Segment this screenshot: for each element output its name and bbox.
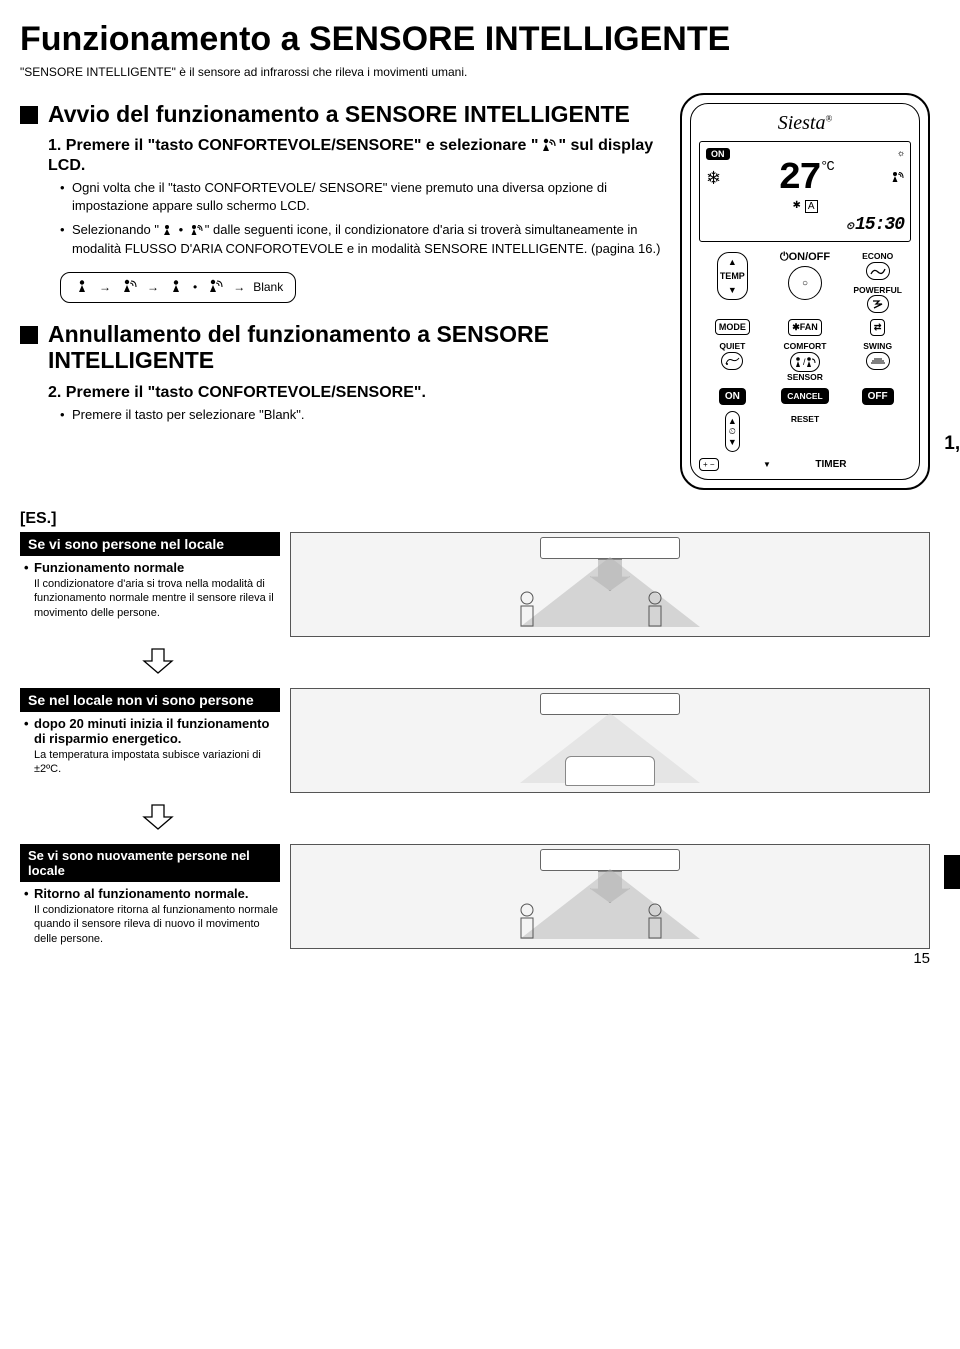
scenario1-desc: Il condizionatore d'aria si trova nella … xyxy=(34,577,280,620)
light-icon: ☼ xyxy=(898,149,904,160)
triangle-down-icon: ▼ xyxy=(728,437,737,447)
svg-text:/: / xyxy=(803,357,806,367)
swing-button[interactable] xyxy=(866,352,890,370)
remote-button-grid: ECONO ▲ TEMP ▼ ⏻ON/OFF ○ xyxy=(699,252,911,452)
onoff-label: ⏻ON/OFF xyxy=(780,252,830,263)
scenario-1: Se vi sono persone nel locale Funzioname… xyxy=(20,532,930,637)
fan-button[interactable]: ✱FAN xyxy=(788,319,822,336)
scenario3-image xyxy=(290,844,930,949)
fan-icon: ✱ xyxy=(792,200,800,213)
page-number: 15 xyxy=(913,950,930,967)
cycle-blank-label: Blank xyxy=(253,280,283,294)
scenario1-bar: Se vi sono persone nel locale xyxy=(20,532,280,556)
dot-sep: • xyxy=(193,280,197,294)
scenario2-desc: La temperatura impostata subisce variazi… xyxy=(34,748,280,777)
section-cancel-heading-text: Annullamento del funzionamento a SENSORE… xyxy=(48,321,670,374)
swing-label: SWING xyxy=(863,342,892,351)
arrow-icon: → xyxy=(233,280,245,294)
comfort-icon xyxy=(161,223,173,241)
section-start-heading-text: Avvio del funzionamento a SENSORE INTELL… xyxy=(48,101,630,127)
remote-brand: Siesta® xyxy=(699,112,911,135)
off-timer-button[interactable]: OFF xyxy=(862,388,894,405)
onoff-button[interactable]: ○ xyxy=(788,266,822,300)
left-column: Avvio del funzionamento a SENSORE INTELL… xyxy=(20,93,670,431)
arrow-icon: → xyxy=(147,280,159,294)
square-bullet-icon xyxy=(20,106,38,124)
comfort-icon xyxy=(75,279,89,296)
quiet-label: QUIET xyxy=(719,342,745,351)
down-arrow-icon xyxy=(140,803,176,831)
scenario1-image xyxy=(290,532,930,637)
lcd-temperature: 27°C xyxy=(721,160,890,198)
es-label: [ES.] xyxy=(20,510,930,528)
sensor-label: SENSOR xyxy=(787,373,823,382)
powerful-label: POWERFUL xyxy=(853,286,902,295)
reset-label: RESET xyxy=(791,415,819,424)
scenario-3: Se vi sono nuovamente persone nel locale… xyxy=(20,844,930,949)
page-title: Funzionamento a SENSORE INTELLIGENTE xyxy=(20,20,930,59)
section-start-heading: Avvio del funzionamento a SENSORE INTELL… xyxy=(20,101,670,127)
plus-minus-button[interactable]: + − xyxy=(699,458,719,471)
arrow-icon: → xyxy=(99,280,111,294)
remote-lcd: ON ☼ ❄ 27°C ✱ A ⏲15:30 xyxy=(699,141,911,242)
step1-bullet2: Selezionando " • " dalle seguenti icone,… xyxy=(60,221,670,258)
sensor-icon xyxy=(890,171,904,187)
sensor-icon xyxy=(121,279,137,296)
down-arrow-icon xyxy=(140,647,176,675)
page-tab xyxy=(944,855,960,889)
scenario2-image xyxy=(290,688,930,793)
step1-title-a: 1. Premere il "tasto CONFORTEVOLE/SENSOR… xyxy=(48,137,538,154)
econo-button[interactable] xyxy=(866,262,890,280)
triangle-up-icon: ▲ xyxy=(728,416,737,426)
scenario3-desc: Il condizionatore ritorna al funzionamen… xyxy=(34,903,280,946)
lcd-on-badge: ON xyxy=(706,148,730,160)
step1-bullet1: Ogni volta che il "tasto CONFORTEVOLE/ S… xyxy=(60,179,670,214)
scenario2-sub: dopo 20 minuti inizia il funzionamento d… xyxy=(24,716,280,746)
triangle-down-icon: ▼ xyxy=(728,285,737,295)
step2-title: 2. Premere il "tasto CONFORTEVOLE/SENSOR… xyxy=(48,384,670,402)
scenario3-sub: Ritorno al funzionamento normale. xyxy=(24,886,280,901)
timer-label: TIMER xyxy=(815,459,846,470)
lcd-clock: ⏲15:30 xyxy=(706,215,904,235)
comfort-sensor-button[interactable]: / xyxy=(790,352,820,372)
triangle-down-icon: ▼ xyxy=(763,460,771,469)
remote-control: Siesta® ON ☼ ❄ 27°C ✱ xyxy=(680,93,930,490)
quiet-button[interactable] xyxy=(721,352,743,370)
scenario2-bar: Se nel locale non vi sono persone xyxy=(20,688,280,712)
temp-updown-button[interactable]: ▲ TEMP ▼ xyxy=(717,252,748,300)
scenario1-sub: Funzionamento normale xyxy=(24,560,280,575)
callout-label: 1, 2 xyxy=(944,433,960,455)
sensor-icon xyxy=(540,138,556,157)
square-bullet-icon xyxy=(20,326,38,344)
scenario3-bar: Se vi sono nuovamente persone nel locale xyxy=(20,844,280,882)
dot-sep: • xyxy=(175,222,187,237)
cycle-diagram: → → • → Blank xyxy=(60,272,296,303)
clock-icon: ⏲ xyxy=(729,426,736,437)
mode-button[interactable]: MODE xyxy=(715,319,750,335)
scenario-2: Se nel locale non vi sono persone dopo 2… xyxy=(20,688,930,793)
step1-bullet2-a: Selezionando " xyxy=(72,222,159,237)
timer-updown-button[interactable]: ▲ ⏲ ▼ xyxy=(725,411,740,452)
right-column: Siesta® ON ☼ ❄ 27°C ✱ xyxy=(680,93,930,490)
temp-label: TEMP xyxy=(720,271,745,281)
sensor-icon xyxy=(207,279,223,296)
snowflake-icon: ❄ xyxy=(706,168,721,190)
step1-title: 1. Premere il "tasto CONFORTEVOLE/SENSOR… xyxy=(48,137,670,175)
swap-button[interactable]: ⇄ xyxy=(870,319,886,336)
triangle-up-icon: ▲ xyxy=(728,257,737,267)
section-cancel-heading: Annullamento del funzionamento a SENSORE… xyxy=(20,321,670,374)
page-subtitle: "SENSORE INTELLIGENTE" è il sensore ad i… xyxy=(20,65,930,79)
powerful-button[interactable] xyxy=(867,295,889,313)
sensor-icon xyxy=(189,223,203,241)
step2-bullet: Premere il tasto per selezionare "Blank"… xyxy=(60,406,670,424)
on-timer-button[interactable]: ON xyxy=(719,388,746,405)
cancel-button[interactable]: CANCEL xyxy=(781,388,828,404)
econo-label: ECONO xyxy=(862,252,893,261)
comfort-icon xyxy=(169,279,183,296)
lcd-mode-letter: A xyxy=(805,200,818,213)
comfort-label: COMFORT xyxy=(784,342,827,351)
